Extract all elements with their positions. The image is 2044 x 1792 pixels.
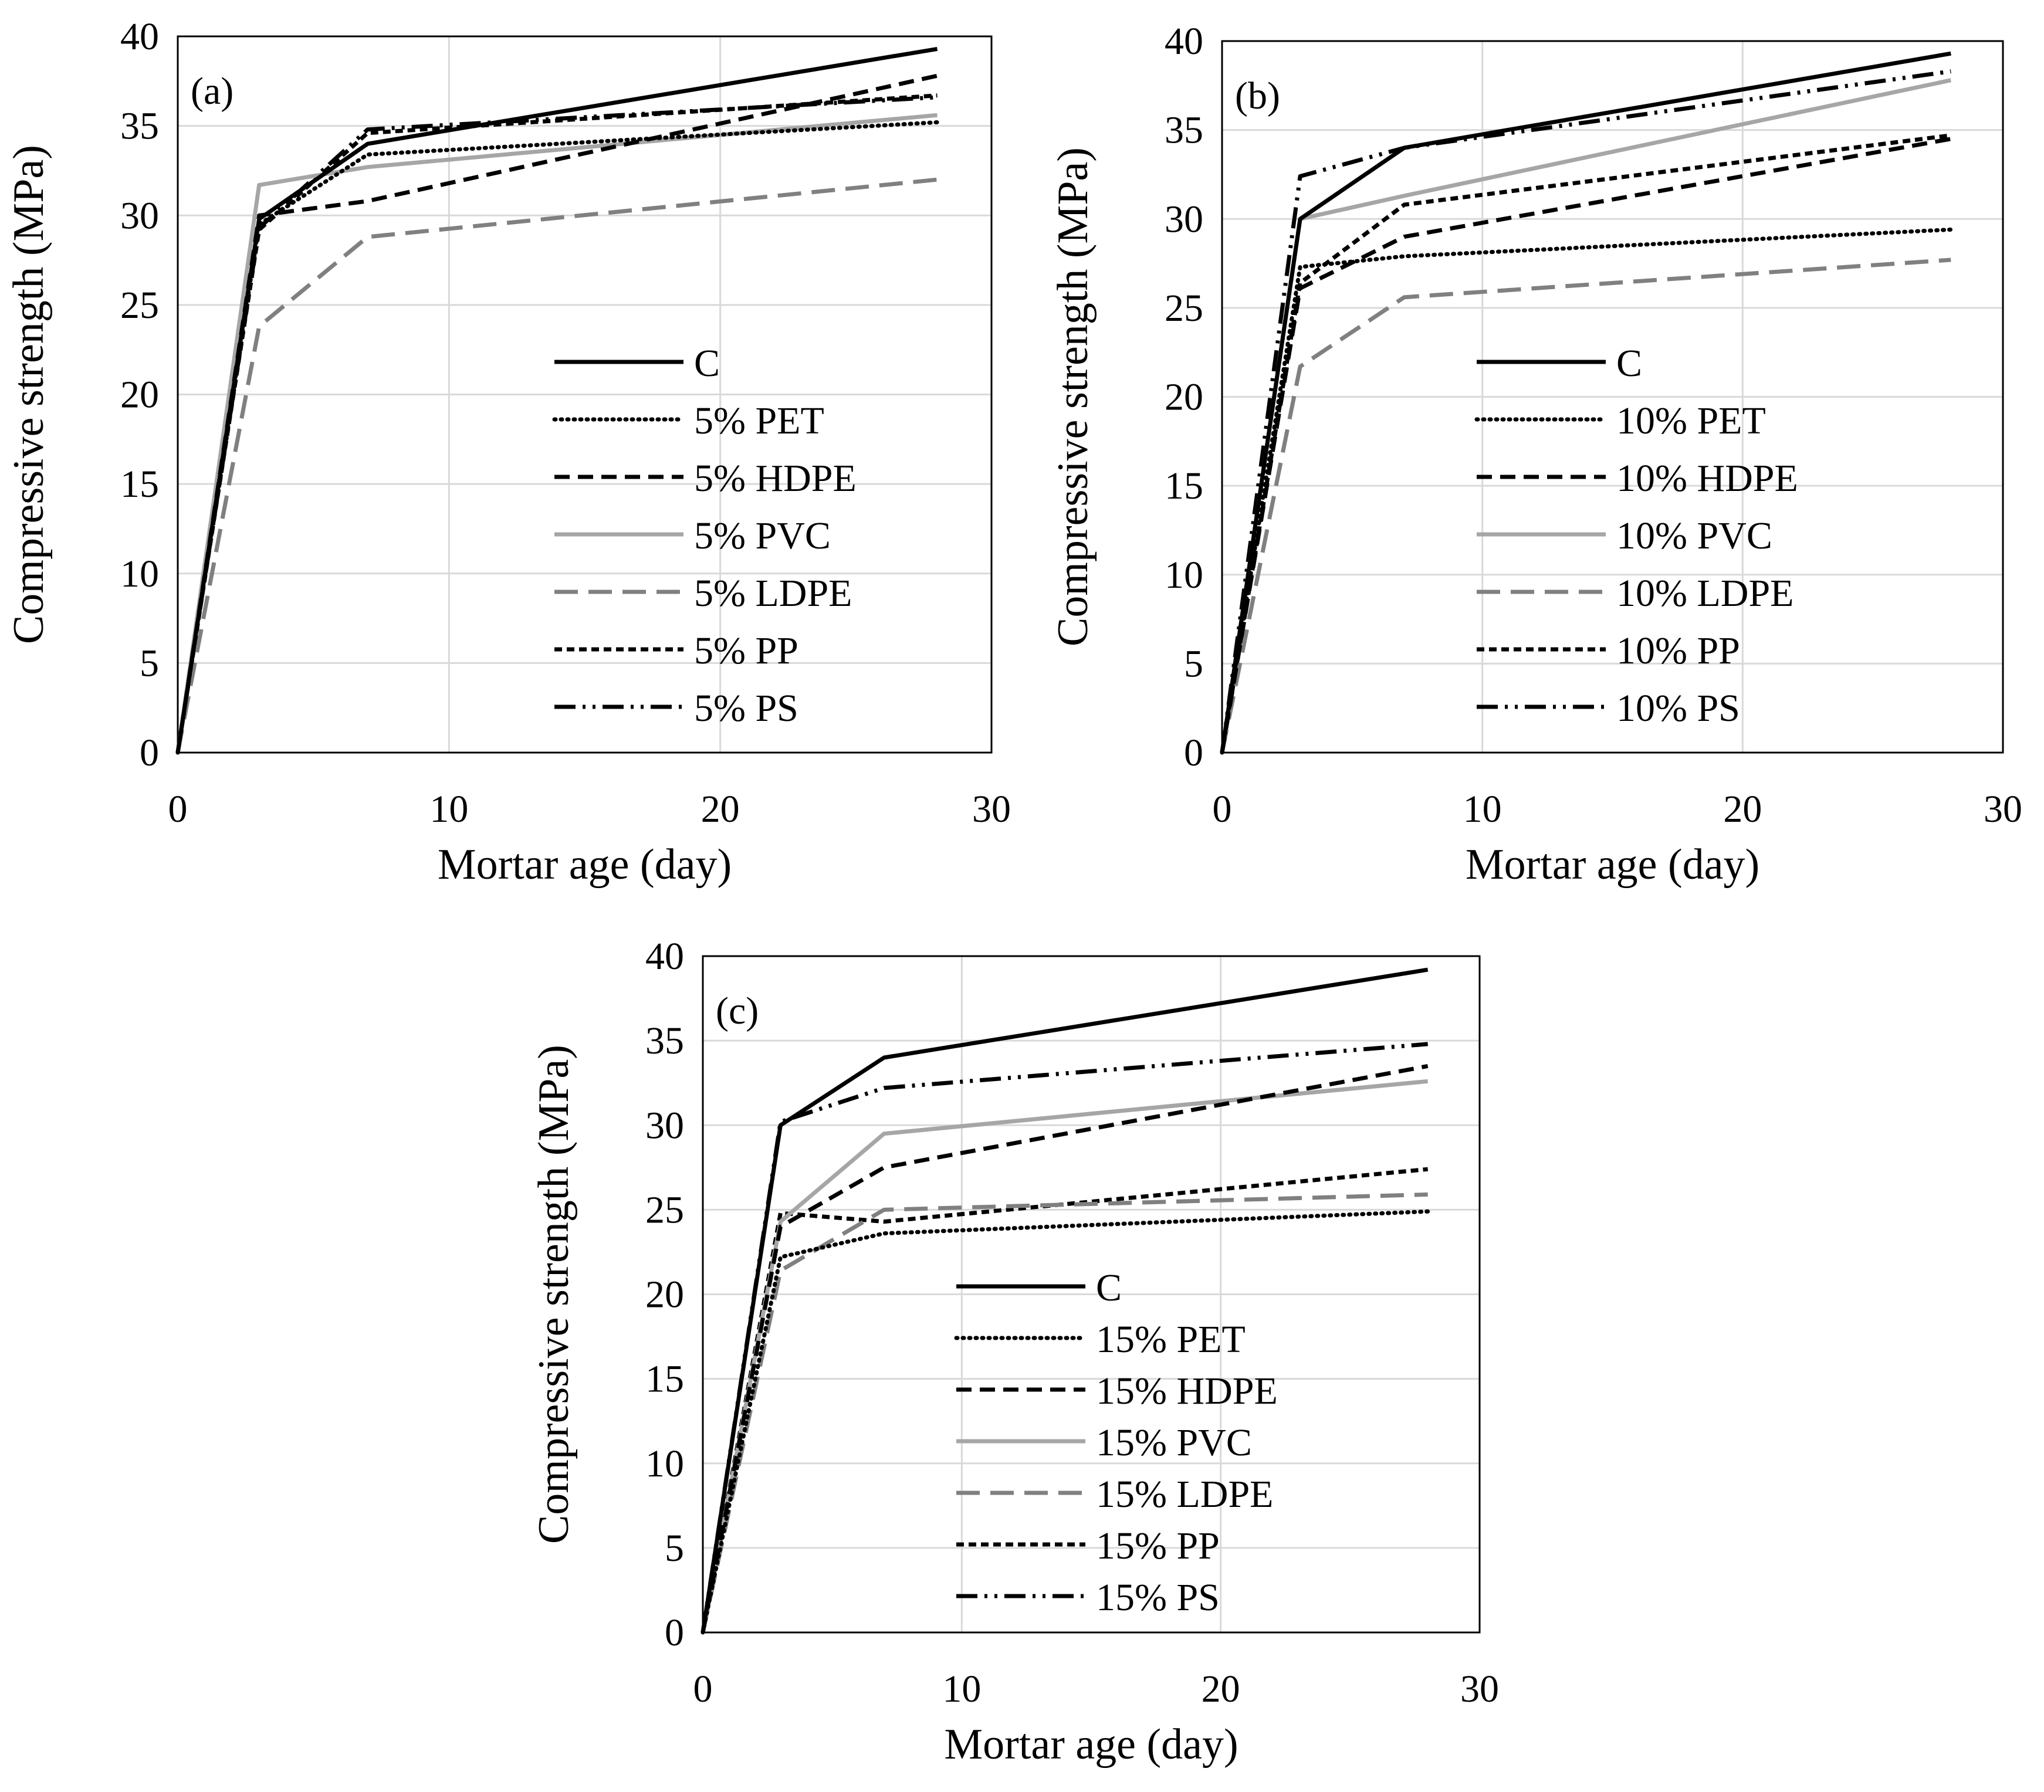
series-line-hdpe xyxy=(1220,137,1951,753)
x-tick-label: 0 xyxy=(693,1668,713,1710)
x-axis-title: Mortar age (day) xyxy=(944,1720,1238,1769)
y-tick-label: 30 xyxy=(120,194,159,237)
y-tick-label: 30 xyxy=(645,1104,684,1147)
series-line-hdpe xyxy=(700,1063,1429,1633)
y-tick-label: 0 xyxy=(665,1611,684,1654)
legend-label-pp: 15% PP xyxy=(1096,1525,1220,1567)
y-tick-label: 15 xyxy=(645,1358,684,1401)
legend-label-hdpe: 10% HDPE xyxy=(1616,457,1798,500)
series-line-pp xyxy=(700,1167,1429,1633)
x-tick-label: 20 xyxy=(701,788,740,831)
y-tick-label: 5 xyxy=(665,1527,684,1570)
x-tick-label: 10 xyxy=(1463,788,1502,831)
y-tick-label: 0 xyxy=(140,731,159,774)
series-line-pet xyxy=(1220,227,1953,755)
legend-label-c: C xyxy=(1096,1266,1122,1309)
x-tick-label: 30 xyxy=(1460,1668,1499,1710)
series-line-pp xyxy=(1220,133,1951,753)
y-tick-label: 20 xyxy=(1165,376,1203,419)
legend-label-ps: 5% PS xyxy=(694,687,798,730)
y-tick-label: 10 xyxy=(1165,554,1203,597)
panel-label: (c) xyxy=(716,990,759,1032)
x-tick-label: 20 xyxy=(1723,788,1762,831)
series-line-c xyxy=(1220,51,1951,753)
legend-label-pet: 10% PET xyxy=(1616,399,1766,442)
y-tick-label: 25 xyxy=(645,1188,684,1231)
x-tick-label: 20 xyxy=(1202,1668,1240,1710)
legend-label-pvc: 15% PVC xyxy=(1096,1421,1252,1464)
legend-label-hdpe: 15% HDPE xyxy=(1096,1370,1278,1412)
legend-label-hdpe: 5% HDPE xyxy=(694,457,857,500)
legend-label-pet: 5% PET xyxy=(694,399,824,442)
x-axis-title: Mortar age (day) xyxy=(1466,841,1759,889)
legend-label-pp: 10% PP xyxy=(1616,629,1740,672)
series-line-pet xyxy=(700,1209,1430,1635)
y-tick-label: 25 xyxy=(1165,287,1203,330)
series-line-ldpe xyxy=(700,1192,1428,1633)
series-line-ps xyxy=(1220,69,1951,753)
y-axis-title: Compressive strength (MPa) xyxy=(530,1045,578,1544)
y-tick-label: 10 xyxy=(645,1442,684,1485)
legend-label-pvc: 10% PVC xyxy=(1616,514,1772,557)
legend-label-ldpe: 15% LDPE xyxy=(1096,1473,1273,1516)
x-tick-label: 10 xyxy=(942,1668,981,1710)
series-line-c xyxy=(175,46,938,753)
series-line-ps xyxy=(175,95,938,753)
y-tick-label: 35 xyxy=(1165,109,1203,152)
plot-area-frame xyxy=(1221,40,2004,754)
y-tick-label: 5 xyxy=(1184,642,1203,685)
y-tick-label: 5 xyxy=(140,642,159,685)
x-tick-label: 30 xyxy=(1984,788,2022,831)
plot-area-frame xyxy=(177,35,993,754)
legend-label-pp: 5% PP xyxy=(694,629,798,672)
y-tick-label: 20 xyxy=(120,374,159,416)
series-line-pvc xyxy=(700,1079,1429,1633)
y-tick-label: 15 xyxy=(120,463,159,506)
series-line-pvc xyxy=(175,113,938,753)
panel-label: (a) xyxy=(191,70,233,113)
x-tick-label: 10 xyxy=(429,788,468,831)
legend-label-c: C xyxy=(694,342,720,385)
y-tick-label: 30 xyxy=(1165,198,1203,240)
y-tick-label: 10 xyxy=(120,553,159,595)
x-tick-label: 30 xyxy=(972,788,1011,831)
chart-panel-a: 0 5 10 15 20 25 30 35 40 0 10 20 30 Mortar age (day) C… xyxy=(5,15,1011,889)
series-line-ldpe xyxy=(1220,258,1951,753)
y-tick-label: 15 xyxy=(1165,465,1203,507)
y-tick-label: 35 xyxy=(120,105,159,148)
legend-label-c: C xyxy=(1616,342,1642,385)
legend-label-ldpe: 5% LDPE xyxy=(694,572,852,615)
y-tick-label: 35 xyxy=(645,1019,684,1062)
y-tick-label: 0 xyxy=(1184,731,1203,774)
y-axis-title: Compressive strength (MPa) xyxy=(1049,147,1097,646)
y-tick-label: 20 xyxy=(645,1273,684,1316)
y-tick-label: 40 xyxy=(1165,20,1203,63)
y-axis-title: Compressive strength (MPa) xyxy=(5,145,53,644)
x-tick-label: 0 xyxy=(168,788,188,831)
chart-panel-c: 0 5 10 15 20 25 30 35 40 0 10 20 30 Mortar age (day) C… xyxy=(530,935,1499,1769)
series-line-ldpe xyxy=(175,177,938,753)
y-tick-label: 40 xyxy=(645,935,684,978)
legend-label-ps: 15% PS xyxy=(1096,1576,1220,1619)
legend-label-ps: 10% PS xyxy=(1616,687,1740,730)
x-axis-title: Mortar age (day) xyxy=(438,841,732,889)
chart-panel-b: 0 5 10 15 20 25 30 35 40 0 10 20 30 Mortar age (day) C… xyxy=(1049,20,2022,889)
legend-label-pvc: 5% PVC xyxy=(694,514,831,557)
y-tick-label: 25 xyxy=(120,284,159,327)
panel-label: (b) xyxy=(1235,74,1280,117)
legend-label-ldpe: 10% LDPE xyxy=(1616,572,1793,615)
legend-label-pet: 15% PET xyxy=(1096,1318,1246,1361)
y-tick-label: 40 xyxy=(120,15,159,58)
plot-area-frame xyxy=(702,955,1481,1634)
x-tick-label: 0 xyxy=(1213,788,1232,831)
series-line-c xyxy=(700,967,1429,1633)
